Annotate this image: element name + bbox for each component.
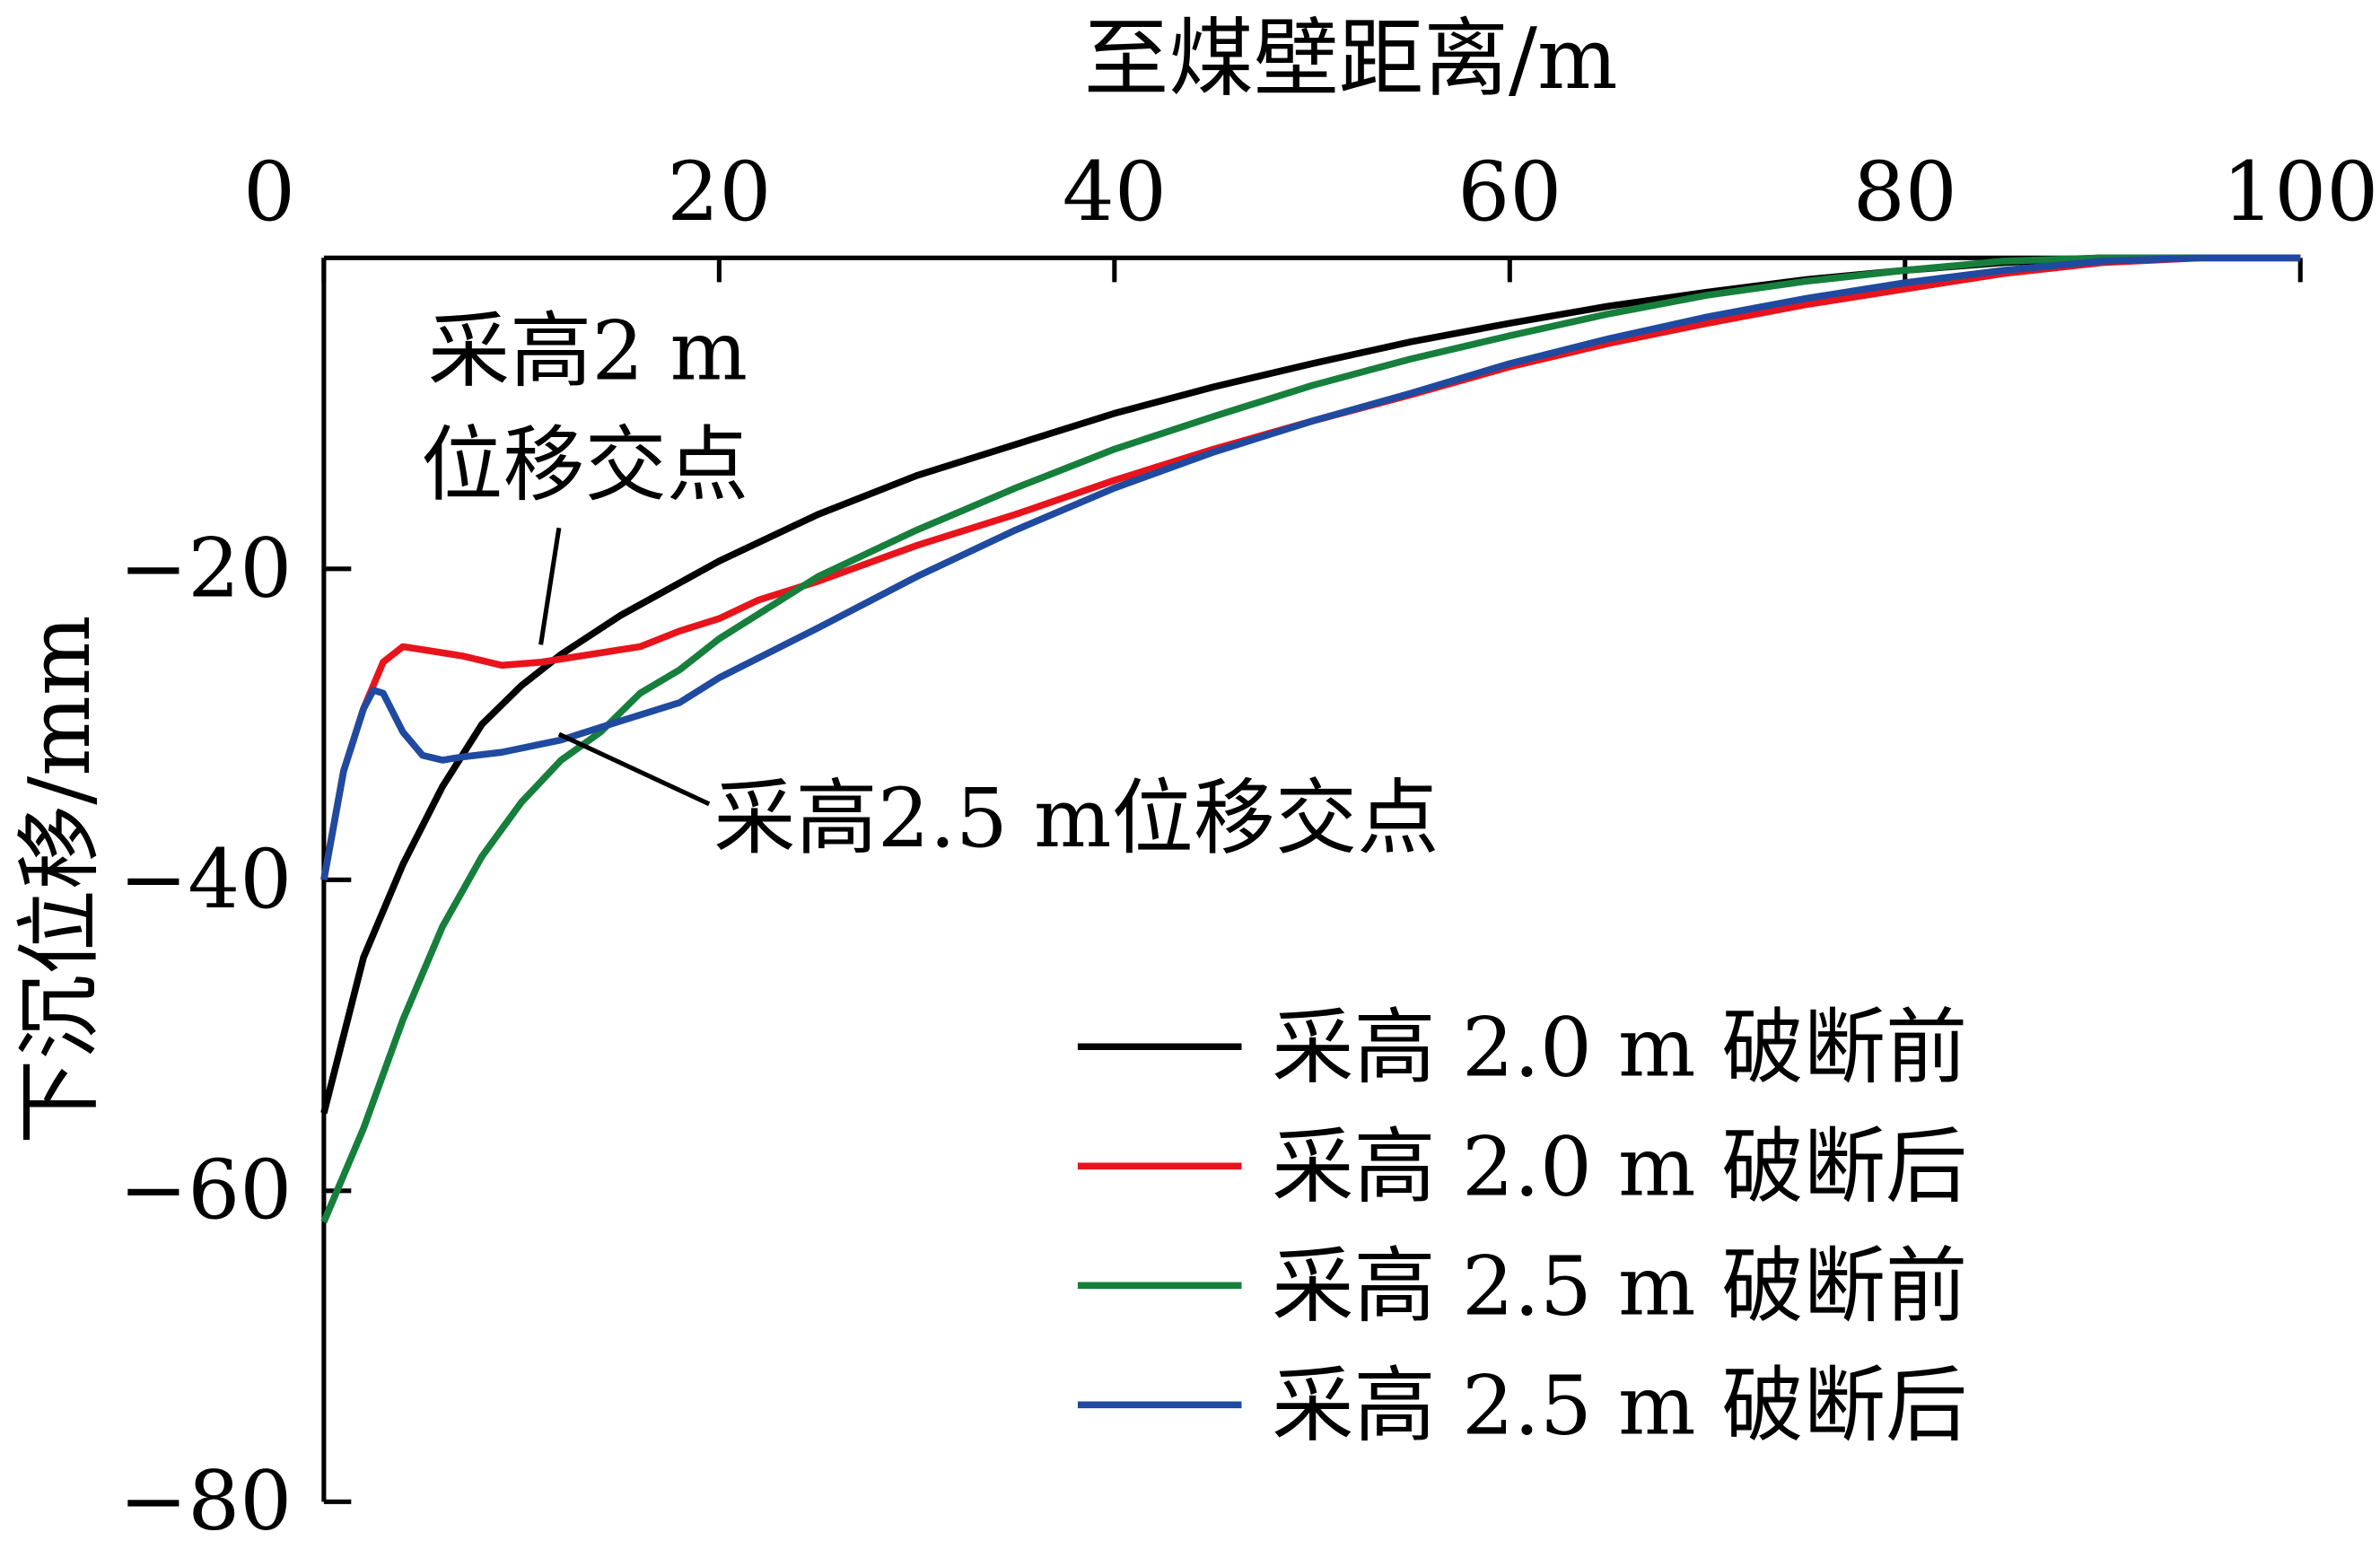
annotation-25m-text: 采高2.5 m位移交点 [713,770,1439,866]
annotation-25m-leader [557,731,711,807]
y-tick-label: −60 [119,1142,293,1238]
x-tick-label: 40 [1063,144,1167,240]
annotation-25m: 采高2.5 m位移交点 [557,731,1439,866]
legend-label-1: 采高 2.0 m 破断前 [1272,999,1967,1095]
legend-label-3: 采高 2.5 m 破断前 [1272,1238,1967,1334]
legend-label-2: 采高 2.0 m 破断后 [1272,1118,1967,1214]
y-tick-label: −80 [119,1453,293,1549]
annotation-2m-leader [538,527,562,645]
x-tick-label: 80 [1853,144,1957,240]
annotation-2m-line2: 位移交点 [421,416,748,512]
x-tick-label: 100 [2222,144,2378,240]
annotation-2m: 采高2 m 位移交点 [421,303,748,645]
x-tick-label: 60 [1457,144,1562,240]
series-line-2 [320,254,2301,881]
x-tick-label: 0 [243,144,295,240]
x-axis-title: 至煤壁距离/m [1084,10,1618,109]
x-tick-label: 20 [667,144,771,240]
y-tick-label: −20 [119,520,293,616]
series-lines [320,254,2301,1223]
series-line-4 [320,254,2301,881]
axes: 0 20 40 60 80 100 −20 −40 −60 −80 [119,144,2379,1549]
annotation-2m-line1: 采高2 m [428,303,748,399]
legend-label-4: 采高 2.5 m 破断后 [1272,1357,1967,1453]
y-tick-label: −40 [119,831,293,927]
y-axis-title: 下沉位移/mm [11,615,109,1144]
series-line-3 [320,254,2301,1223]
